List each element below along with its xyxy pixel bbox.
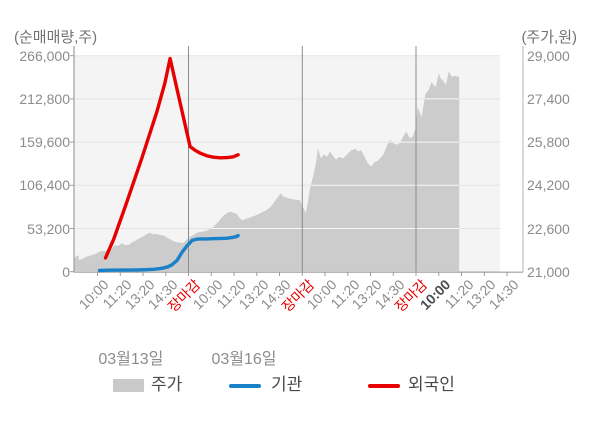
- right-axis-tick-label: 27,400: [527, 90, 570, 107]
- foreigner-line-series: [103, 56, 240, 260]
- institution-line-swatch: [229, 384, 261, 388]
- right-axis-tick-label: 29,000: [527, 47, 570, 64]
- legend: 주가 기관 외국인: [0, 375, 600, 399]
- left-axis-tick-label: 53,200: [27, 220, 70, 237]
- left-axis-title: (순매매량,주): [14, 29, 98, 46]
- legend-label-price: 주가: [151, 375, 183, 394]
- price-area-swatch: [113, 379, 144, 392]
- institution-line-series: [97, 233, 240, 273]
- right-axis-title: (주가,원): [521, 29, 577, 46]
- date-label: 03월13일: [98, 351, 164, 368]
- right-axis-tick-label: 21,000: [527, 263, 570, 280]
- date-label: 03월16일: [211, 351, 277, 368]
- foreigner-line-swatch: [368, 384, 400, 388]
- right-axis-tick-label: 25,800: [527, 134, 570, 151]
- price-area-series: [74, 71, 460, 272]
- right-axis-tick-label: 22,600: [527, 220, 570, 237]
- left-axis-tick-label: 159,600: [19, 134, 70, 151]
- left-axis-tick-label: 106,400: [19, 177, 70, 194]
- left-axis-tick-label: 0: [62, 263, 70, 280]
- left-axis-tick-label: 266,000: [19, 47, 70, 64]
- right-axis-tick-label: 24,200: [527, 177, 570, 194]
- left-axis-tick-label: 212,800: [19, 90, 70, 107]
- legend-label-institution: 기관: [271, 375, 303, 394]
- legend-label-foreigner: 외국인: [408, 375, 455, 394]
